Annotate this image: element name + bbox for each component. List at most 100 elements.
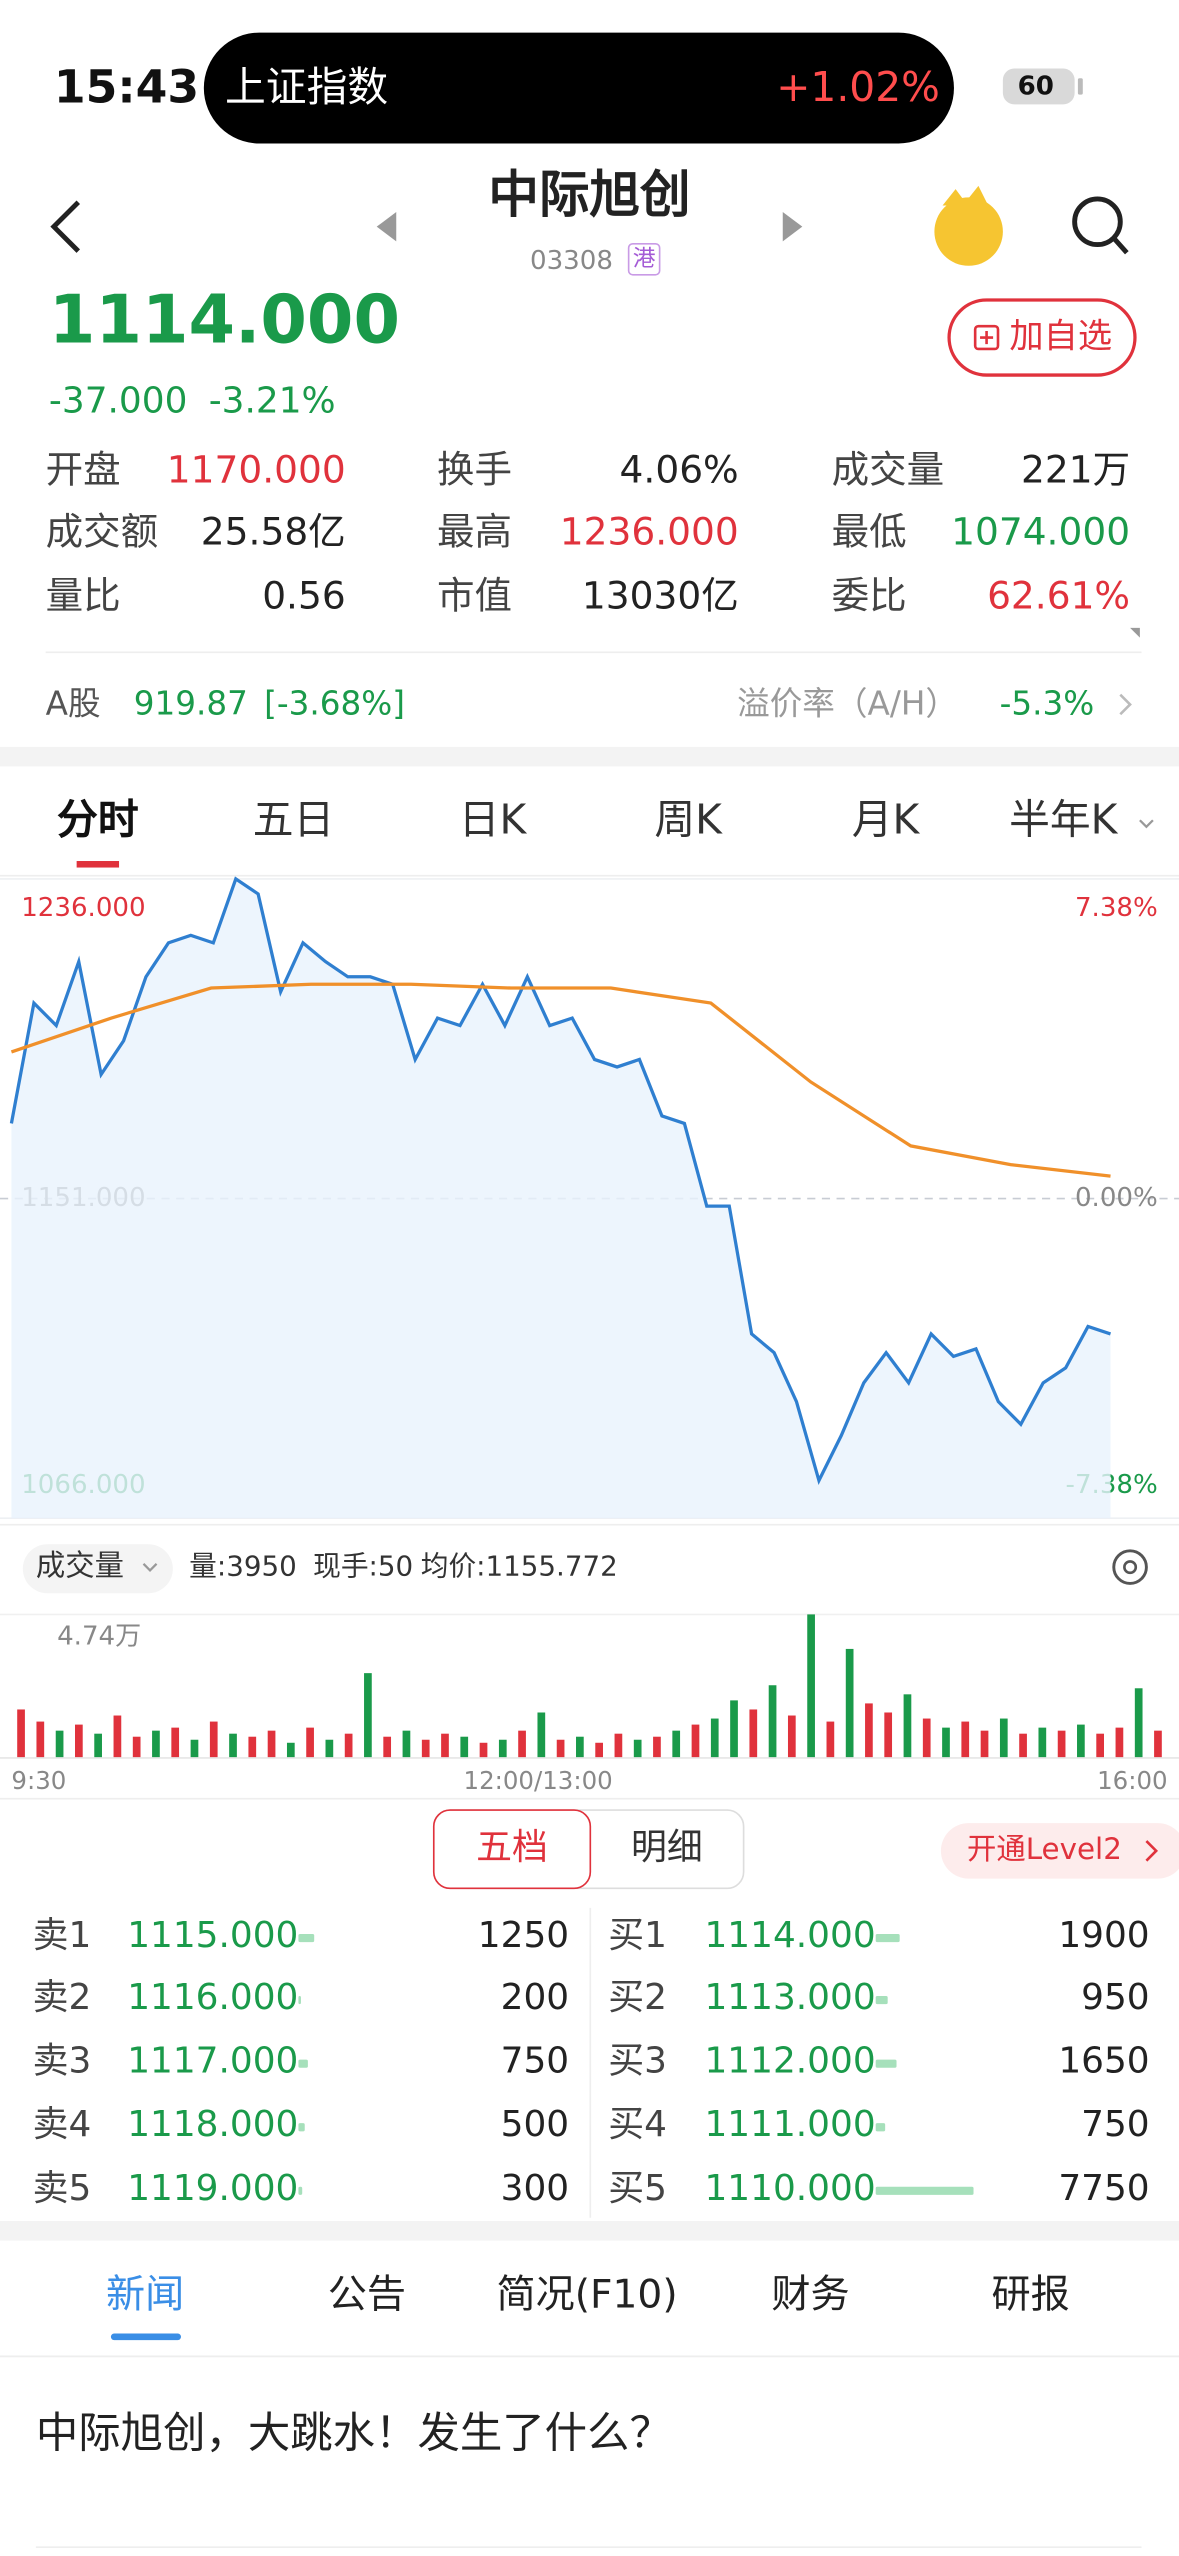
a-share-price: 919.87: [133, 683, 248, 723]
premium: -5.3%: [999, 683, 1095, 723]
premium-label: 溢价率（A/H）: [737, 683, 958, 723]
volume-bar: [171, 1727, 180, 1758]
volume-bar: [132, 1736, 141, 1758]
stock-code: 03308: [529, 244, 613, 276]
stat-label: 换手: [437, 450, 513, 493]
volume-stat: 均价:1155.772: [420, 1550, 618, 1584]
volume-bar: [364, 1673, 372, 1758]
a-share-label: A股: [45, 683, 101, 723]
dynamic-island: [203, 32, 954, 144]
depth-bar: [298, 1934, 315, 1943]
book-label: 买2: [608, 1978, 667, 2019]
volume-bar: [961, 1721, 970, 1758]
book-volume: 7750: [1058, 2168, 1150, 2210]
time-label: 16:00: [1097, 1766, 1168, 1796]
volume-selector[interactable]: [22, 1544, 173, 1594]
prev-icon[interactable]: [376, 211, 397, 242]
volume-bar: [614, 1733, 623, 1758]
volume-bar: [807, 1614, 815, 1758]
volume-bar: [248, 1736, 257, 1758]
volume-bar: [113, 1715, 122, 1758]
settings-core: [1123, 1560, 1138, 1575]
depth-bar: [875, 2059, 897, 2068]
book-tab[interactable]: 明细: [631, 1828, 703, 1869]
volume-stat: 量:3950: [189, 1550, 297, 1584]
depth-bar: [875, 2123, 886, 2132]
volume-bar: [865, 1703, 873, 1758]
volume-bar: [884, 1712, 893, 1758]
headline[interactable]: 中际旭创，大跳水！发生了什么？: [35, 2410, 672, 2460]
volume-bar: [229, 1733, 237, 1758]
next-icon[interactable]: [782, 211, 803, 242]
book-price: 1112.000: [704, 2041, 876, 2083]
stat-label: 成交额: [45, 512, 159, 555]
book-tab[interactable]: 五档: [476, 1828, 548, 1869]
volume-bar: [152, 1730, 160, 1758]
stat-value: 4.06%: [619, 450, 739, 493]
stat-label: 开盘: [45, 450, 121, 493]
volume-bar: [209, 1721, 218, 1758]
period-tab[interactable]: 五日: [252, 795, 335, 844]
volume-bar: [653, 1736, 661, 1758]
band: [0, 746, 1179, 767]
dropdown: [1139, 819, 1154, 829]
stat-value: 1170.000: [166, 450, 346, 493]
stat-label: 最低: [831, 512, 907, 555]
news-tab[interactable]: 公告: [327, 2271, 407, 2318]
stat-label: 市值: [437, 575, 513, 619]
book-label: 卖1: [32, 1916, 92, 1957]
level2-label[interactable]: 开通Level2: [967, 1832, 1122, 1868]
book-label: 买1: [608, 1916, 667, 1957]
depth-bar: [298, 2186, 303, 2195]
depth-bar: [875, 2186, 974, 2195]
volume-bar: [768, 1685, 777, 1758]
stat-value: 1236.000: [559, 512, 739, 555]
volume-bar: [537, 1712, 546, 1758]
time-label: 12:00/13:00: [463, 1766, 613, 1796]
volume-bar: [730, 1700, 738, 1758]
volume-bar: [633, 1739, 642, 1758]
volume-bar: [672, 1730, 681, 1758]
news-tab[interactable]: 研报: [991, 2271, 1070, 2318]
period-tab[interactable]: 周K: [654, 795, 722, 844]
period-tab[interactable]: 日K: [458, 795, 527, 844]
stat-label: 量比: [45, 575, 121, 619]
book-volume: 200: [500, 1978, 570, 2019]
settings-icon[interactable]: [1112, 1549, 1148, 1585]
news-tab[interactable]: 简况(F10): [496, 2271, 678, 2318]
period-tab[interactable]: 分时: [57, 795, 139, 844]
mascot-icon[interactable]: [934, 197, 1003, 266]
news-underline: [110, 2333, 182, 2341]
volume-bar: [1019, 1733, 1027, 1758]
book-label: 卖4: [32, 2105, 92, 2147]
depth-bar: [298, 2059, 308, 2068]
level2-button[interactable]: [940, 1823, 1179, 1879]
book-volume: 1650: [1058, 2041, 1150, 2083]
volume-bar: [94, 1733, 102, 1758]
volume-bar: [286, 1742, 295, 1758]
back-icon[interactable]: [50, 200, 81, 253]
news-tab[interactable]: 新闻: [105, 2271, 185, 2318]
news-tab[interactable]: 财务: [771, 2271, 850, 2318]
chevron: [1119, 693, 1132, 716]
stat-value: 0.56: [262, 575, 346, 619]
search-handle: [1111, 236, 1129, 255]
period-tab[interactable]: 月K: [851, 795, 920, 844]
plus-box: [973, 324, 1000, 351]
volume-bar: [787, 1715, 796, 1758]
search-icon[interactable]: [1072, 196, 1123, 248]
index-name: 上证指数: [225, 63, 389, 111]
clock: 15:43: [53, 60, 200, 115]
volume-bar: [942, 1727, 950, 1758]
volume-bar: [402, 1730, 411, 1758]
volume-bar: [325, 1739, 334, 1758]
volume-label[interactable]: 成交量: [35, 1549, 124, 1584]
y-tick-label: 4.74万: [57, 1622, 141, 1652]
watch-button[interactable]: [947, 298, 1137, 377]
period-tab[interactable]: 半年K: [1009, 795, 1118, 844]
watch-label[interactable]: 加自选: [1009, 316, 1113, 356]
a-share-change: [-3.68%]: [264, 683, 406, 723]
toggle-active[interactable]: [432, 1809, 592, 1890]
battery-level: 60: [1017, 70, 1054, 102]
